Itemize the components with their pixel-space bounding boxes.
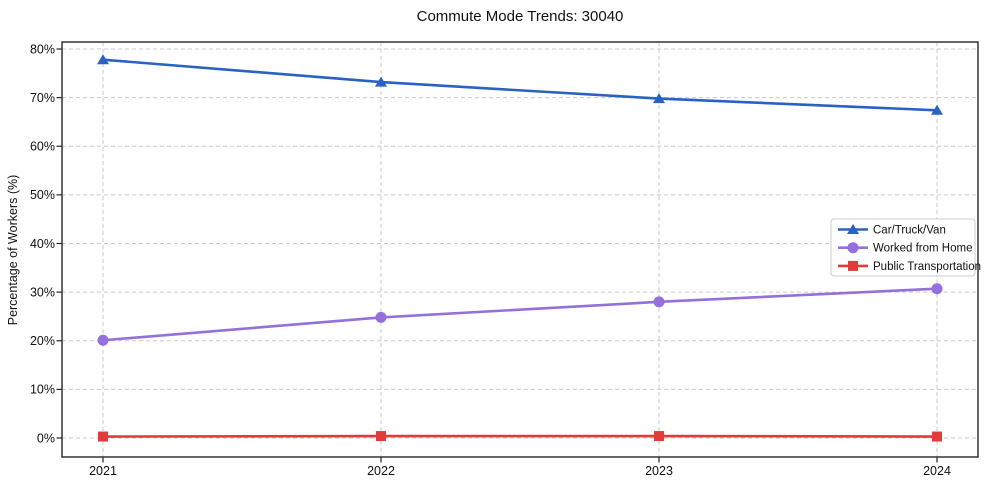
circle-marker — [653, 296, 665, 308]
legend-item-public-transportation: Public Transportation — [838, 260, 981, 273]
y-tick-label: 50% — [30, 188, 55, 202]
legend: Car/Truck/Van Worked from Home Public Tran… — [830, 218, 981, 277]
x-tick-label: 2024 — [923, 464, 951, 478]
y-tick-label: 10% — [30, 383, 55, 397]
legend-item-worked-from-home: Worked from Home — [838, 242, 972, 255]
triangle-marker — [375, 76, 387, 87]
y-tick-label: 40% — [30, 237, 55, 251]
legend-label: Public Transportation — [873, 261, 981, 273]
square-marker — [932, 431, 942, 442]
series-group — [97, 54, 943, 442]
x-tick-label: 2021 — [89, 464, 117, 478]
circle-marker — [375, 311, 387, 323]
series-car-truck-van — [97, 54, 943, 115]
legend-label: Worked from Home — [873, 243, 972, 255]
y-tick-label: 30% — [30, 285, 55, 299]
plot-border — [61, 41, 979, 458]
tick-labels: 0% 10% 20% 30% 40% 50% 60% 70% 80% 2021 2022 2023 20… — [30, 42, 951, 478]
y-axis-label: Percentage of Workers (%) — [6, 175, 20, 326]
square-marker — [376, 431, 386, 442]
legend-item-car-truck-van: Car/Truck/Van — [838, 224, 946, 237]
triangle-marker — [931, 104, 943, 115]
square-marker — [98, 431, 108, 442]
circle-marker — [847, 242, 859, 254]
chart-title: Commute Mode Trends: 30040 — [417, 8, 624, 25]
y-tick-label: 80% — [30, 42, 55, 56]
series-worked-from-home — [97, 283, 943, 346]
y-tick-label: 0% — [37, 431, 55, 445]
y-tick-label: 20% — [30, 334, 55, 348]
square-marker — [654, 431, 664, 442]
triangle-marker — [847, 224, 859, 234]
x-tick-label: 2022 — [367, 464, 395, 478]
gridlines — [62, 42, 978, 457]
square-marker — [848, 260, 858, 271]
series-public-transportation — [98, 431, 942, 442]
y-tick-label: 70% — [30, 91, 55, 105]
series-line-worked-from-home — [101, 287, 939, 342]
axis-ticks — [56, 48, 938, 463]
series-line-car-truck-van — [101, 58, 939, 112]
legend-label: Car/Truck/Van — [873, 225, 946, 237]
legend-box — [830, 218, 976, 277]
y-tick-label: 60% — [30, 140, 55, 154]
triangle-marker — [97, 54, 109, 65]
circle-marker — [97, 334, 109, 346]
triangle-marker — [653, 93, 665, 104]
circle-marker — [931, 283, 943, 295]
x-tick-label: 2023 — [645, 464, 673, 478]
